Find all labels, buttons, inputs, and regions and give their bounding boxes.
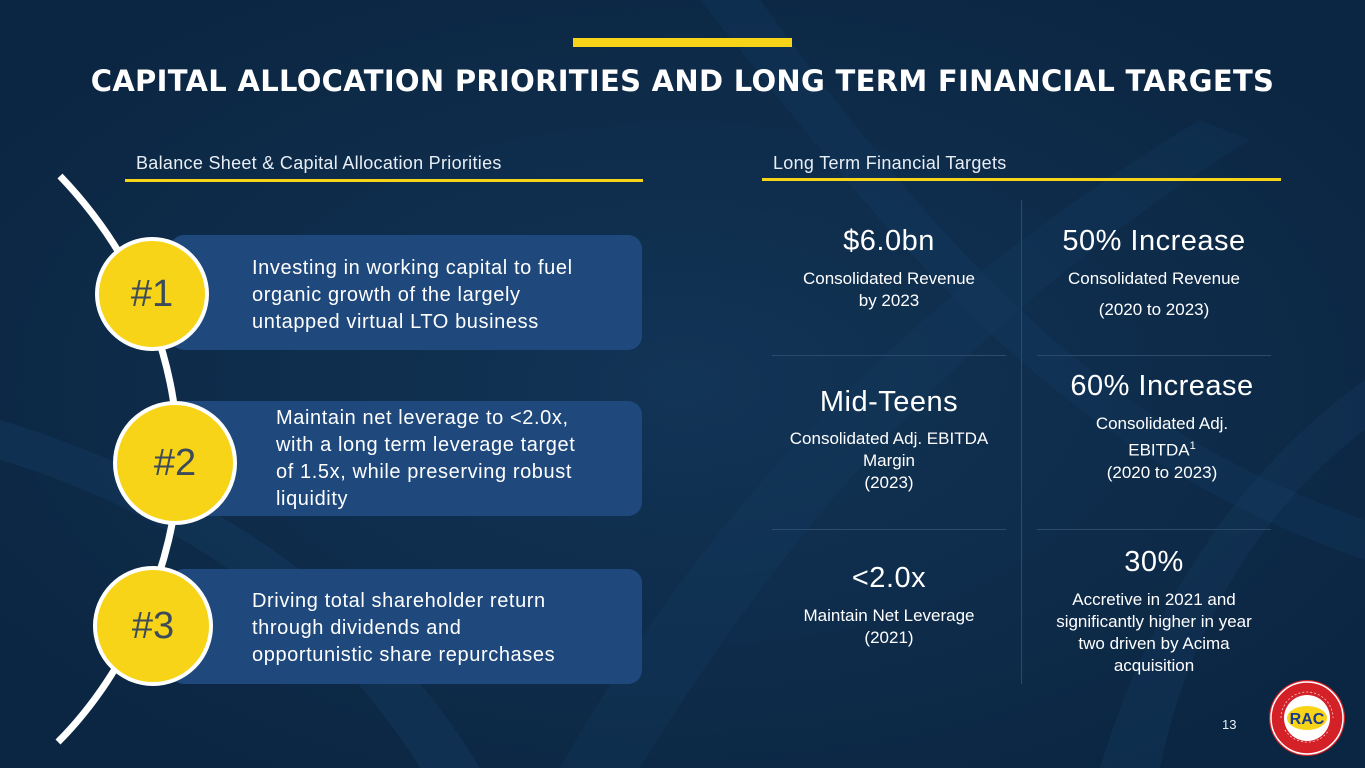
priority-1-text: Investing in working capital to fuel org… [252, 257, 573, 333]
page-title: CAPITAL ALLOCATION PRIORITIES AND LONG T… [90, 64, 1275, 98]
targets-divider [772, 355, 1006, 356]
priority-3-text: Driving total shareholder return through… [252, 590, 556, 666]
rac-logo: RAC [1269, 680, 1345, 756]
target-accretion: 30% Accretive in 2021 and significantly … [1056, 546, 1252, 675]
priority-card-1 [170, 235, 642, 350]
right-section-label: Long Term Financial Targets [773, 153, 1007, 173]
priority-3-badge: #3 [93, 566, 213, 686]
target-net-leverage: <2.0x Maintain Net Leverage (2021) [803, 562, 975, 647]
title-accent-bar [573, 38, 792, 47]
target-revenue-increase: 50% Increase Consolidated Revenue (2020 … [1062, 225, 1246, 319]
footnote-marker: 1 [1189, 440, 1196, 452]
targets-divider [772, 529, 1006, 530]
right-section-underline [762, 178, 1281, 181]
targets-vertical-divider [1021, 200, 1022, 684]
left-section-underline [125, 179, 643, 182]
priority-2-badge: #2 [113, 401, 237, 525]
page-number: 13 [1222, 717, 1237, 732]
left-section-label: Balance Sheet & Capital Allocation Prior… [136, 153, 502, 173]
svg-text:RAC: RAC [1290, 711, 1325, 728]
targets-divider [1037, 355, 1271, 356]
priority-card-2 [170, 401, 642, 516]
priority-card-3 [170, 569, 642, 684]
target-ebitda-margin: Mid-Teens Consolidated Adj. EBITDA Margi… [789, 386, 989, 492]
target-ebitda-increase: 60% Increase Consolidated Adj. EBITDA1 (… [1070, 370, 1254, 482]
priority-1-badge: #1 [95, 237, 209, 351]
targets-divider [1037, 529, 1271, 530]
priority-2-text: Maintain net leverage to <2.0x, with a l… [276, 407, 576, 510]
target-revenue-2023: $6.0bn Consolidated Revenue by 2023 [802, 225, 975, 310]
